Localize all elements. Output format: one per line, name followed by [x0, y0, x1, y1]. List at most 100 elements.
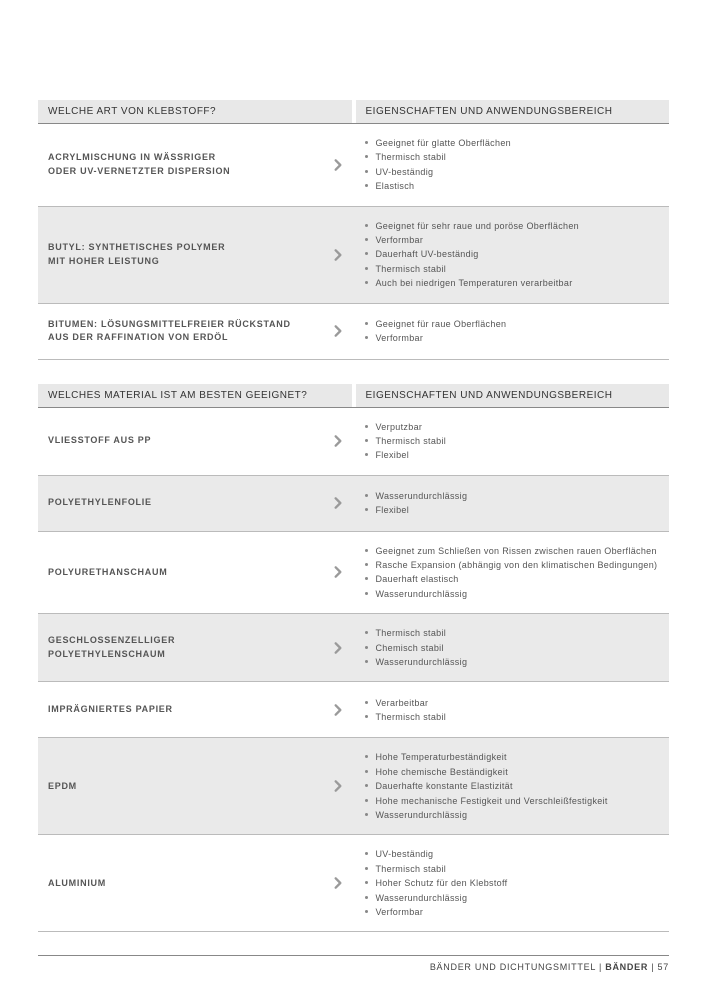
- property-item: Wasserundurchlässig: [365, 891, 669, 905]
- row-chevron: [322, 779, 354, 793]
- property-item: Wasserundurchlässig: [365, 808, 669, 822]
- table-row: EPDM Hohe TemperaturbeständigkeitHohe che…: [38, 738, 669, 835]
- footer-page-number: 57: [658, 962, 669, 972]
- section2-header-left: WELCHES MATERIAL IST AM BESTEN GEEIGNET?: [38, 384, 352, 407]
- row-chevron: [322, 158, 354, 172]
- row-properties: VerputzbarThermisch stabilFlexibel: [353, 420, 669, 463]
- footer-sep: |: [596, 962, 606, 972]
- row-properties: Hohe TemperaturbeständigkeitHohe chemisc…: [353, 750, 669, 822]
- row-label: ACRYLMISCHUNG IN WÄSSRIGERODER UV-VERNET…: [38, 151, 322, 178]
- table-row: BUTYL: SYNTHETISCHES POLYMERMIT HOHER LE…: [38, 207, 669, 304]
- row-properties: Geeignet für sehr raue und poröse Oberfl…: [353, 219, 669, 291]
- property-item: Dauerhaft UV-beständig: [365, 247, 669, 261]
- row-properties: Geeignet zum Schließen von Rissen zwisch…: [353, 544, 669, 602]
- property-item: Wasserundurchlässig: [365, 489, 669, 503]
- property-item: Thermisch stabil: [365, 862, 669, 876]
- table-row: BITUMEN: LÖSUNGSMITTELFREIER RÜCKSTANDAU…: [38, 304, 669, 360]
- section1-rows: ACRYLMISCHUNG IN WÄSSRIGERODER UV-VERNET…: [38, 124, 669, 360]
- property-item: UV-beständig: [365, 847, 669, 861]
- property-item: Verformbar: [365, 331, 669, 345]
- row-label: ALUMINIUM: [38, 877, 322, 891]
- chevron-right-icon: [331, 641, 345, 655]
- property-item: Hoher Schutz für den Klebstoff: [365, 876, 669, 890]
- footer-sep2: |: [648, 962, 658, 972]
- property-item: Chemisch stabil: [365, 641, 669, 655]
- property-item: Thermisch stabil: [365, 710, 669, 724]
- property-item: Thermisch stabil: [365, 434, 669, 448]
- table-row: ALUMINIUM UV-beständigThermisch stabilHoh…: [38, 835, 669, 932]
- property-item: Auch bei niedrigen Temperaturen verarbei…: [365, 276, 669, 290]
- property-item: Hohe chemische Beständigkeit: [365, 765, 669, 779]
- footer-subcategory: BÄNDER: [605, 962, 648, 972]
- property-item: Verformbar: [365, 233, 669, 247]
- section1-header-left: WELCHE ART VON KLEBSTOFF?: [38, 100, 352, 123]
- property-item: Thermisch stabil: [365, 150, 669, 164]
- table-row: IMPRÄGNIERTES PAPIER VerarbeitbarThermisc…: [38, 682, 669, 738]
- property-item: Geeignet zum Schließen von Rissen zwisch…: [365, 544, 669, 558]
- property-item: Geeignet für raue Oberflächen: [365, 317, 669, 331]
- page-container: WELCHE ART VON KLEBSTOFF? EIGENSCHAFTEN …: [0, 0, 707, 932]
- row-label: BITUMEN: LÖSUNGSMITTELFREIER RÜCKSTANDAU…: [38, 318, 322, 345]
- property-item: Wasserundurchlässig: [365, 587, 669, 601]
- property-item: Geeignet für glatte Oberflächen: [365, 136, 669, 150]
- row-label: BUTYL: SYNTHETISCHES POLYMERMIT HOHER LE…: [38, 241, 322, 268]
- footer-category: BÄNDER UND DICHTUNGSMITTEL: [430, 962, 596, 972]
- property-item: Thermisch stabil: [365, 626, 669, 640]
- row-chevron: [322, 496, 354, 510]
- row-label: VLIESSTOFF AUS PP: [38, 434, 322, 448]
- chevron-right-icon: [331, 779, 345, 793]
- chevron-right-icon: [331, 158, 345, 172]
- section1-header-right: EIGENSCHAFTEN UND ANWENDUNGSBEREICH: [356, 100, 670, 123]
- row-label: POLYETHYLENFOLIE: [38, 496, 322, 510]
- chevron-right-icon: [331, 434, 345, 448]
- property-item: Hohe Temperaturbeständigkeit: [365, 750, 669, 764]
- table-row: VLIESSTOFF AUS PP VerputzbarThermisch sta…: [38, 408, 669, 476]
- table-row: ACRYLMISCHUNG IN WÄSSRIGERODER UV-VERNET…: [38, 124, 669, 207]
- row-properties: VerarbeitbarThermisch stabil: [353, 696, 669, 725]
- row-label: POLYURETHANSCHAUM: [38, 566, 322, 580]
- row-properties: Geeignet für glatte OberflächenThermisch…: [353, 136, 669, 194]
- row-chevron: [322, 703, 354, 717]
- property-item: Hohe mechanische Festigkeit und Verschle…: [365, 794, 669, 808]
- row-chevron: [322, 876, 354, 890]
- property-item: Geeignet für sehr raue und poröse Oberfl…: [365, 219, 669, 233]
- property-item: Flexibel: [365, 448, 669, 462]
- row-properties: UV-beständigThermisch stabilHoher Schutz…: [353, 847, 669, 919]
- row-properties: Geeignet für raue OberflächenVerformbar: [353, 317, 669, 346]
- row-label: IMPRÄGNIERTES PAPIER: [38, 703, 322, 717]
- chevron-right-icon: [331, 324, 345, 338]
- section2-rows: VLIESSTOFF AUS PPVerputzbarThermisch sta…: [38, 408, 669, 933]
- property-item: Verputzbar: [365, 420, 669, 434]
- row-chevron: [322, 434, 354, 448]
- row-chevron: [322, 641, 354, 655]
- chevron-right-icon: [331, 876, 345, 890]
- section2-header: WELCHES MATERIAL IST AM BESTEN GEEIGNET?…: [38, 384, 669, 408]
- property-item: Thermisch stabil: [365, 262, 669, 276]
- property-item: Flexibel: [365, 503, 669, 517]
- row-chevron: [322, 248, 354, 262]
- section-spacer: [38, 360, 669, 384]
- table-row: POLYURETHANSCHAUM Geeignet zum Schließen …: [38, 532, 669, 615]
- property-item: UV-beständig: [365, 165, 669, 179]
- property-item: Verarbeitbar: [365, 696, 669, 710]
- property-item: Elastisch: [365, 179, 669, 193]
- section1-header: WELCHE ART VON KLEBSTOFF? EIGENSCHAFTEN …: [38, 100, 669, 124]
- property-item: Dauerhaft elastisch: [365, 572, 669, 586]
- row-label: EPDM: [38, 780, 322, 794]
- section2-header-right: EIGENSCHAFTEN UND ANWENDUNGSBEREICH: [356, 384, 670, 407]
- property-item: Rasche Expansion (abhängig von den klima…: [365, 558, 669, 572]
- row-label: GESCHLOSSENZELLIGERPOLYETHYLENSCHAUM: [38, 634, 322, 661]
- chevron-right-icon: [331, 703, 345, 717]
- chevron-right-icon: [331, 248, 345, 262]
- chevron-right-icon: [331, 565, 345, 579]
- chevron-right-icon: [331, 496, 345, 510]
- table-row: POLYETHYLENFOLIE WasserundurchlässigFlexi…: [38, 476, 669, 532]
- property-item: Dauerhafte konstante Elastizität: [365, 779, 669, 793]
- page-footer: BÄNDER UND DICHTUNGSMITTEL | BÄNDER | 57: [38, 955, 669, 972]
- row-chevron: [322, 565, 354, 579]
- table-row: GESCHLOSSENZELLIGERPOLYETHYLENSCHAUM Ther…: [38, 614, 669, 682]
- row-chevron: [322, 324, 354, 338]
- row-properties: WasserundurchlässigFlexibel: [353, 489, 669, 518]
- row-properties: Thermisch stabilChemisch stabilWasserund…: [353, 626, 669, 669]
- property-item: Verformbar: [365, 905, 669, 919]
